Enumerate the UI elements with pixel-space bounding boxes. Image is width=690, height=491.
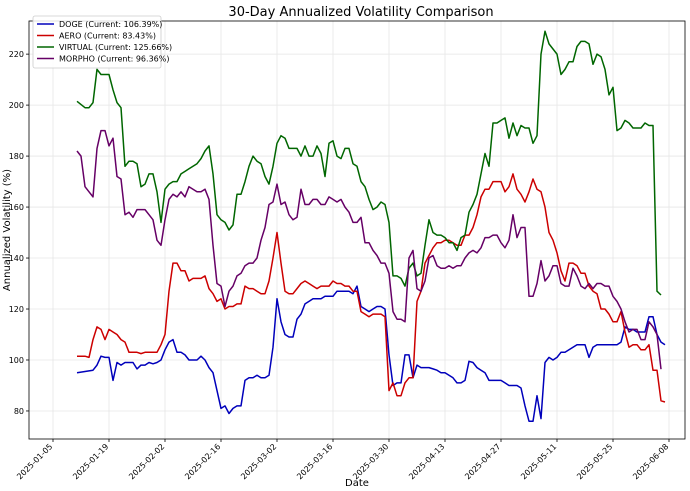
legend-label: VIRTUAL (Current: 125.66%)	[59, 43, 172, 52]
legend-label: MORPHO (Current: 96.36%)	[59, 55, 169, 64]
x-axis-label: Date	[345, 478, 369, 489]
legend-box	[32, 15, 162, 69]
y-tick-label: 80	[14, 407, 24, 416]
series-layer	[76, 30, 666, 422]
y-tick-label: 200	[9, 101, 24, 110]
series-line-virtual	[76, 30, 662, 296]
legend-label: AERO (Current: 83.43%)	[59, 32, 156, 41]
y-tick-label: 220	[9, 50, 24, 59]
y-tick-label: 100	[9, 356, 24, 365]
series-line-aero	[77, 173, 666, 403]
plot-frame	[28, 20, 686, 440]
y-tick-label: 180	[9, 152, 24, 161]
series-line-doge	[76, 285, 666, 422]
legend: DOGE (Current: 106.39%) AERO (Current: 83…	[32, 15, 172, 69]
y-tick-label: 120	[9, 305, 24, 314]
legend-label: DOGE (Current: 106.39%)	[59, 20, 162, 29]
y-axis-label: Annualized Volatility (%)	[2, 169, 13, 291]
grid-layer	[29, 21, 685, 439]
y-tick-label: 140	[9, 254, 24, 263]
chart-title: 30-Day Annualized Volatility Comparison	[228, 5, 493, 20]
series-line-morpho	[76, 129, 662, 370]
y-tick-label: 160	[9, 203, 24, 212]
